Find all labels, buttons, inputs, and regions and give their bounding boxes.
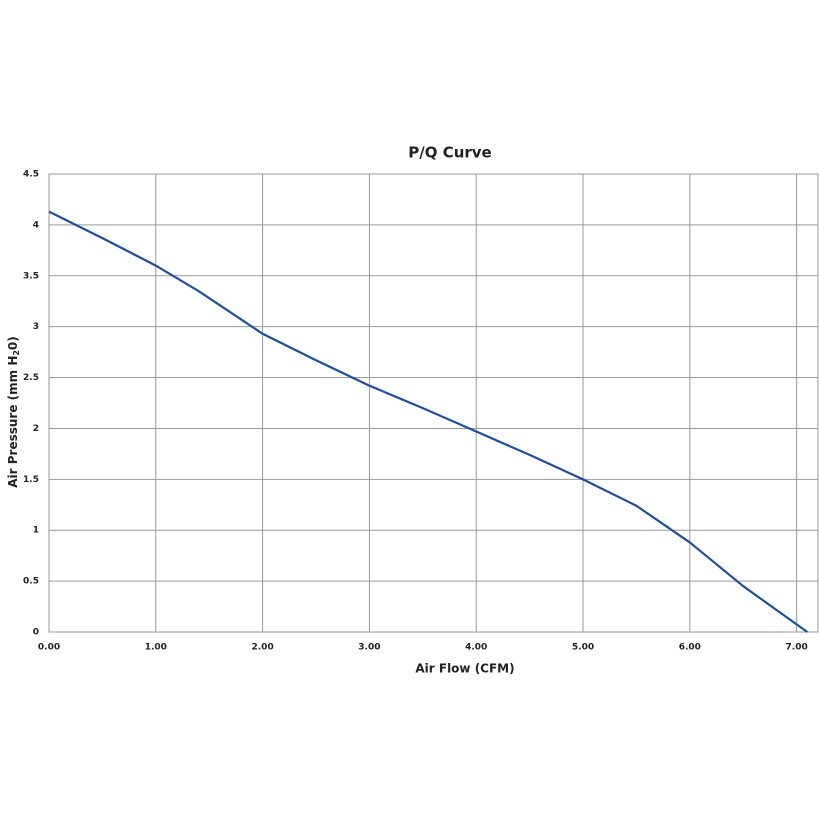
y-tick-label: 4.5 (23, 170, 39, 180)
x-tick-label: 6.00 (679, 643, 701, 653)
chart-title: P/Q Curve (408, 144, 491, 162)
plot-border (48, 173, 819, 633)
x-tick-label: 1.00 (145, 643, 167, 653)
x-axis-label: Air Flow (CFM) (415, 662, 514, 676)
y-tick-label: 2 (33, 424, 39, 434)
y-tick-label: 2.5 (23, 373, 39, 383)
x-tick-label: 4.00 (465, 643, 487, 653)
y-label-end: 0) (6, 336, 20, 350)
x-tick-label: 5.00 (572, 643, 594, 653)
data-line (48, 210, 808, 633)
x-tick-label: 7.00 (786, 643, 808, 653)
y-tick-label: 1 (33, 526, 39, 536)
y-tick-label: 0 (33, 628, 39, 638)
y-tick-label: 0.5 (23, 577, 39, 587)
x-tick-label: 2.00 (252, 643, 274, 653)
y-label-sub: 2 (12, 350, 21, 356)
y-tick-label: 1.5 (23, 475, 39, 485)
y-label-text: Air Pressure (mm H (6, 356, 20, 488)
y-tick-label: 3.5 (23, 271, 39, 281)
y-tick-label: 4 (33, 220, 39, 230)
x-tick-label: 0.00 (38, 643, 60, 653)
y-axis-label: Air Pressure (mm H20) (6, 336, 21, 488)
y-tick-label: 3 (33, 322, 39, 332)
x-tick-label: 3.00 (358, 643, 380, 653)
